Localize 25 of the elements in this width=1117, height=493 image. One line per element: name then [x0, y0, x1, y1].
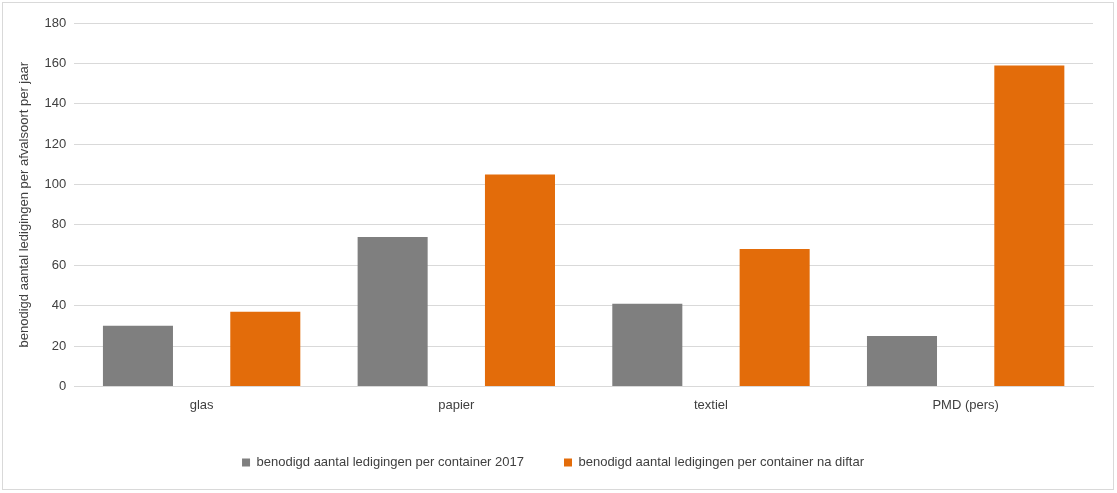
- y-tick-label: 140: [44, 95, 67, 111]
- y-tick-label: 40: [51, 297, 67, 313]
- legend-label: benodigd aantal ledigingen per container na diftar: [578, 454, 865, 470]
- bar: [230, 311, 301, 386]
- y-tick-label: 160: [44, 54, 67, 70]
- x-tick-label: PMD (pers): [932, 396, 999, 412]
- y-tick-label: 20: [51, 337, 67, 353]
- y-tick-label: 120: [44, 135, 67, 151]
- y-axis-title: benodigd aantal ledigingen per afvalsoort per jaar: [16, 61, 32, 348]
- bar: [102, 325, 173, 386]
- y-tick-label: 60: [51, 256, 67, 272]
- y-tick-label: 100: [44, 176, 67, 192]
- legend-label: benodigd aantal ledigingen per container 2017: [256, 454, 524, 470]
- y-tick-label: 180: [44, 14, 67, 30]
- bar: [357, 237, 428, 386]
- bar: [739, 249, 810, 386]
- bar: [612, 303, 683, 386]
- y-tick-label: 0: [59, 377, 67, 393]
- x-tick-label: papier: [438, 396, 476, 412]
- x-tick-label: glas: [189, 396, 215, 412]
- bar: [866, 335, 938, 386]
- x-tick-label: textiel: [694, 396, 729, 412]
- bar: [994, 65, 1065, 386]
- bar: [484, 174, 555, 386]
- y-tick-label: 80: [51, 216, 67, 232]
